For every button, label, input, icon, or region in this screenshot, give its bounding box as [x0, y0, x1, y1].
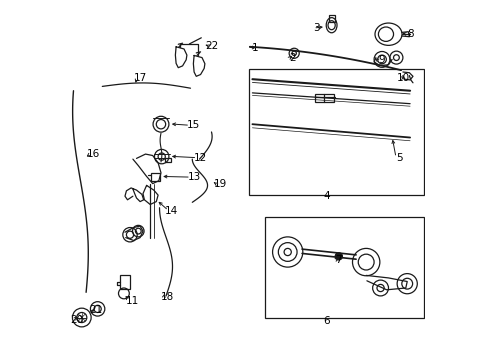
Text: 14: 14: [165, 206, 178, 216]
Text: 5: 5: [395, 153, 402, 163]
Bar: [328, 15, 334, 22]
Text: 8: 8: [407, 29, 413, 39]
Text: 18: 18: [160, 292, 173, 302]
Bar: [265, 217, 423, 318]
Text: 21: 21: [89, 305, 102, 315]
Bar: [120, 275, 129, 289]
Text: 17: 17: [133, 73, 146, 84]
Text: 10: 10: [396, 73, 409, 84]
Text: 19: 19: [213, 179, 226, 189]
Text: 6: 6: [323, 316, 329, 326]
Circle shape: [335, 253, 342, 260]
Text: 2: 2: [288, 53, 295, 63]
Bar: [165, 158, 171, 162]
Text: 3: 3: [312, 23, 319, 33]
Text: 1: 1: [251, 42, 258, 53]
Text: 20: 20: [70, 315, 83, 325]
Bar: [248, 69, 423, 195]
Text: 13: 13: [187, 172, 200, 182]
Text: 7: 7: [335, 255, 342, 265]
Text: 22: 22: [205, 41, 218, 51]
Text: 15: 15: [186, 120, 200, 130]
Bar: [151, 173, 159, 181]
Text: 9: 9: [377, 55, 384, 66]
Bar: [314, 94, 334, 102]
Text: 16: 16: [86, 149, 100, 159]
Text: 4: 4: [323, 191, 329, 201]
Text: 12: 12: [194, 153, 207, 163]
Text: 11: 11: [125, 296, 139, 306]
